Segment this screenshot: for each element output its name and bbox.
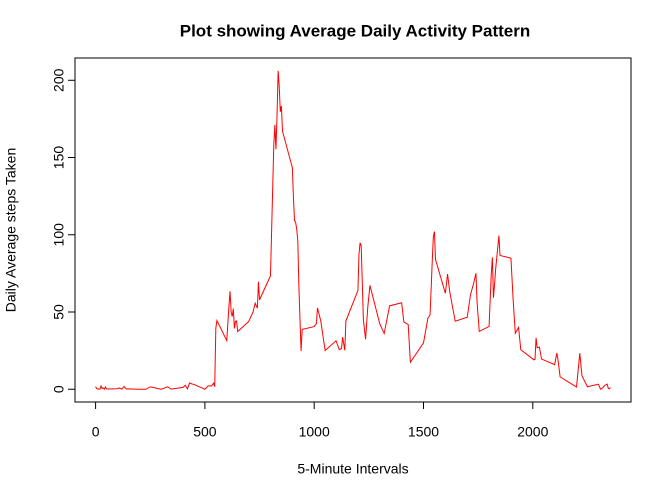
y-tick-label: 100 — [51, 223, 67, 247]
x-tick-label: 1500 — [408, 424, 439, 440]
y-tick-label: 200 — [51, 68, 67, 92]
x-tick-label: 1000 — [299, 424, 330, 440]
y-tick-label: 50 — [51, 304, 67, 320]
x-tick-label: 0 — [92, 424, 100, 440]
y-tick-label: 0 — [51, 385, 67, 393]
data-line — [95, 70, 611, 391]
y-axis-label: Daily Average steps Taken — [3, 148, 19, 312]
chart-title: Plot showing Average Daily Activity Patt… — [180, 21, 530, 40]
x-tick-label: 500 — [193, 424, 217, 440]
plot-box — [74, 57, 632, 403]
x-axis-label: 5-Minute Intervals — [297, 461, 408, 477]
y-tick-label: 150 — [51, 146, 67, 170]
x-tick-label: 2000 — [517, 424, 548, 440]
